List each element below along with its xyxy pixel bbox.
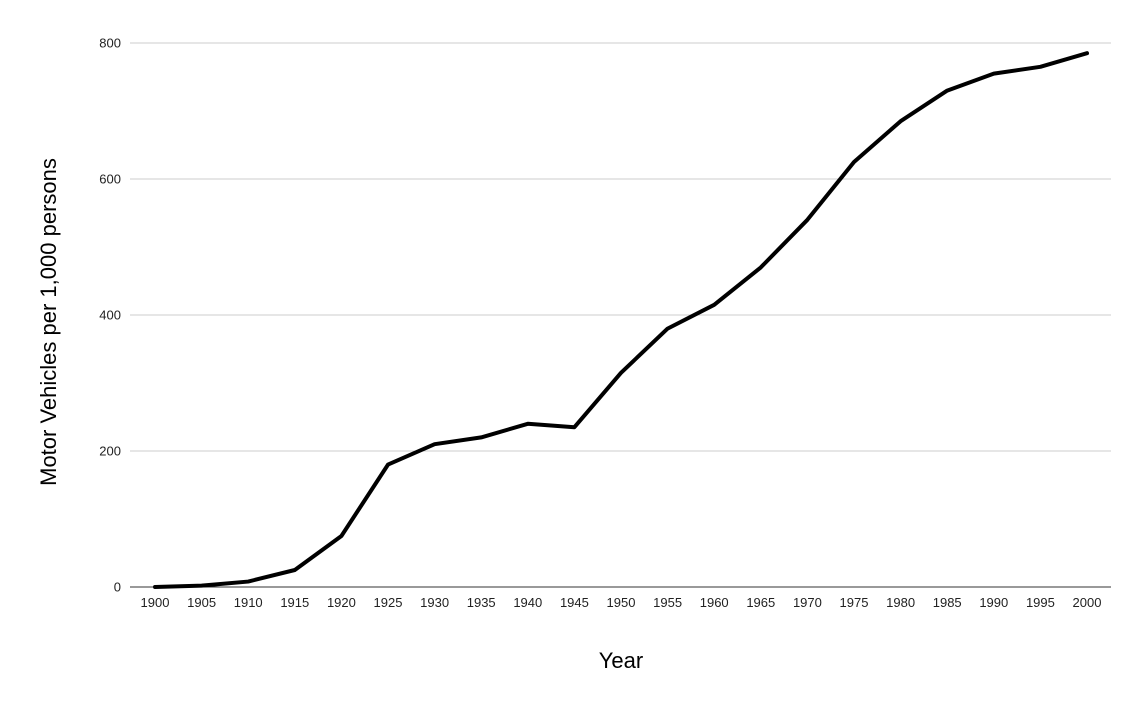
x-tick-label: 1985	[933, 595, 962, 610]
x-tick-label: 1975	[840, 595, 869, 610]
x-axis-title: Year	[599, 648, 643, 673]
x-tick-label: 1905	[187, 595, 216, 610]
x-tick-label: 1900	[141, 595, 170, 610]
y-tick-label: 600	[99, 172, 121, 187]
y-tick-label: 0	[114, 580, 121, 595]
y-axis-title: Motor Vehicles per 1,000 persons	[36, 158, 61, 486]
x-tick-label: 1945	[560, 595, 589, 610]
x-tick-label: 1960	[700, 595, 729, 610]
x-tick-label: 1915	[280, 595, 309, 610]
x-tick-label: 1910	[234, 595, 263, 610]
y-axis-ticks: 0 200 400 600 800	[99, 36, 121, 595]
x-tick-label: 1925	[374, 595, 403, 610]
x-tick-label: 1930	[420, 595, 449, 610]
series-layer	[153, 51, 1089, 589]
x-tick-label: 1995	[1026, 595, 1055, 610]
y-tick-label: 800	[99, 36, 121, 51]
x-tick-label: 1955	[653, 595, 682, 610]
x-tick-label: 1935	[467, 595, 496, 610]
x-axis-ticks: 1900 1905 1910 1915 1920 1925 1930 1935 1940 1945…	[141, 595, 1102, 610]
x-tick-label: 1965	[746, 595, 775, 610]
series-line	[153, 51, 1089, 589]
x-tick-label: 2000	[1073, 595, 1102, 610]
x-tick-label: 1970	[793, 595, 822, 610]
x-tick-label: 1980	[886, 595, 915, 610]
y-tick-label: 200	[99, 444, 121, 459]
x-tick-label: 1950	[607, 595, 636, 610]
x-tick-label: 1940	[513, 595, 542, 610]
y-tick-label: 400	[99, 308, 121, 323]
x-tick-label: 1990	[979, 595, 1008, 610]
x-tick-label: 1920	[327, 595, 356, 610]
gridlines	[130, 42, 1111, 588]
